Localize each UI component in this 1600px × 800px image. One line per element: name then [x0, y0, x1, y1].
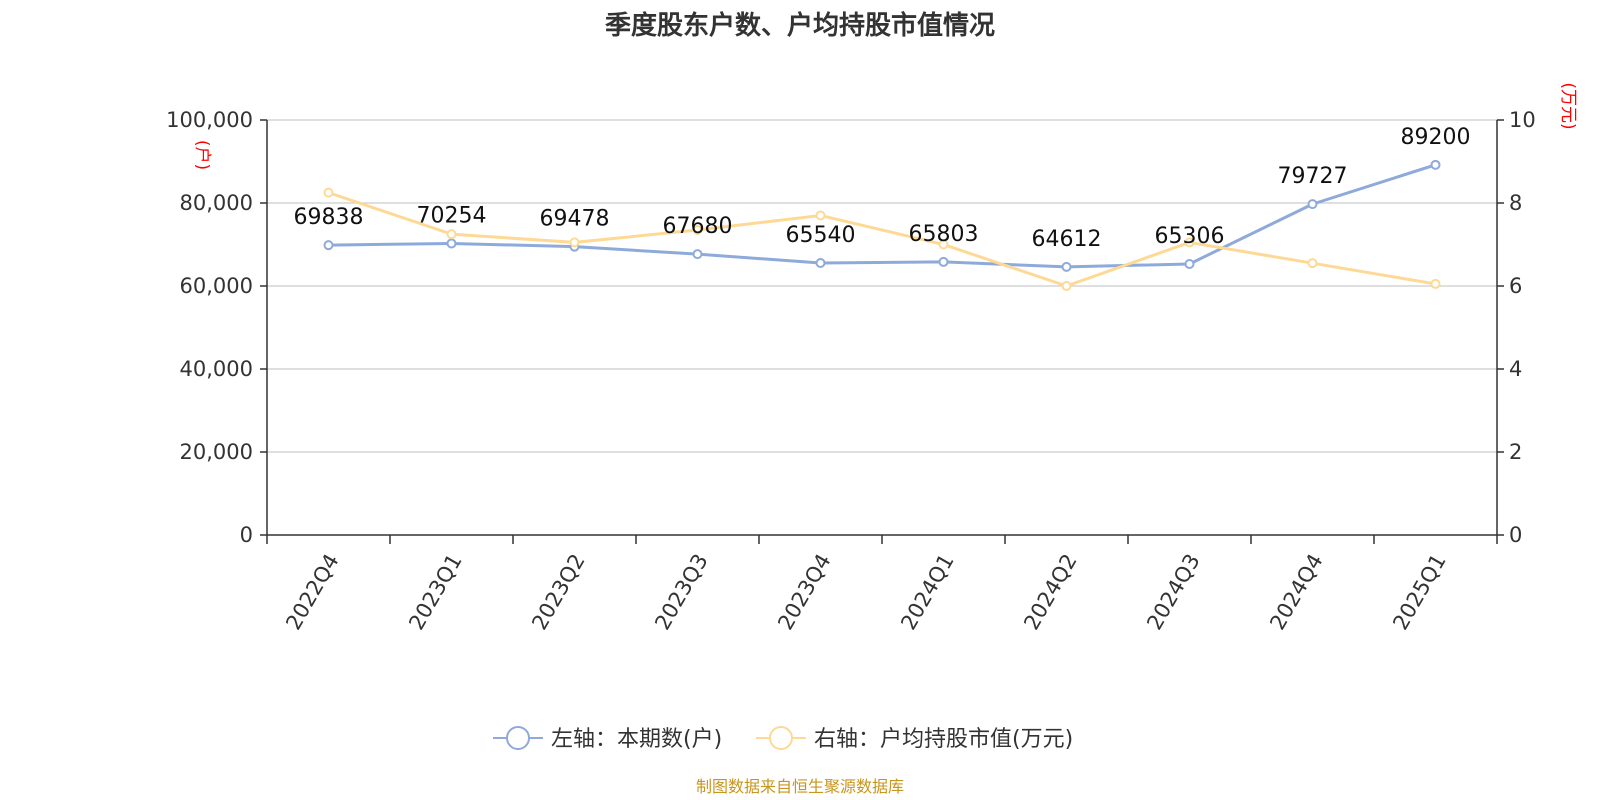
left-tick-label: 100,000 — [166, 108, 253, 132]
data-point[interactable] — [1430, 278, 1441, 289]
right-tick-label: 2 — [1509, 440, 1522, 464]
data-point[interactable] — [692, 249, 703, 260]
data-point[interactable] — [446, 229, 457, 240]
data-point[interactable] — [1061, 261, 1072, 272]
data-point[interactable] — [815, 258, 826, 269]
data-label: 70254 — [417, 203, 487, 228]
data-label: 69838 — [294, 205, 364, 230]
left-axis-unit: (户) — [192, 140, 212, 170]
legend-label-right-series: 右轴：户均持股市值(万元) — [814, 727, 1073, 752]
legend-circle-icon — [506, 726, 530, 750]
left-tick-label: 0 — [240, 523, 253, 547]
x-tick-label: 2023Q1 — [404, 550, 466, 634]
x-tick-label: 2024Q3 — [1142, 550, 1204, 634]
right-tick-label: 10 — [1509, 108, 1536, 132]
data-point[interactable] — [938, 239, 949, 250]
data-label: 69478 — [540, 207, 610, 232]
right-tick-label: 4 — [1509, 357, 1522, 381]
data-labels: 69838 70254 69478 67680 65540 65803 64612 65306… — [294, 125, 1471, 252]
data-point[interactable] — [1184, 237, 1195, 248]
right-axis-unit: (万元) — [1558, 82, 1578, 129]
series-line-0 — [327, 163, 1437, 269]
legend-label-left-series: 左轴：本期数(户) — [551, 727, 722, 752]
data-point[interactable] — [1184, 258, 1195, 269]
source-note: 制图数据来自恒生聚源数据库 — [696, 777, 904, 796]
x-tick-label: 2024Q4 — [1265, 550, 1327, 634]
data-label: 64612 — [1032, 227, 1102, 252]
data-label: 65540 — [786, 223, 856, 248]
left-tick-label: 20,000 — [180, 440, 253, 464]
legend[interactable]: 左轴：本期数(户) 右轴：户均持股市值(万元) — [493, 726, 1073, 752]
data-point[interactable] — [1430, 159, 1441, 170]
legend-circle-icon — [769, 726, 793, 750]
data-label: 67680 — [663, 214, 733, 239]
data-point[interactable] — [938, 256, 949, 267]
x-tick-label: 2023Q3 — [650, 550, 712, 634]
data-point[interactable] — [1307, 199, 1318, 210]
data-point[interactable] — [446, 238, 457, 249]
x-tick-label: 2023Q2 — [527, 550, 589, 634]
x-tick-label: 2022Q4 — [281, 550, 343, 634]
left-tick-label: 60,000 — [180, 274, 253, 298]
x-tick-label: 2024Q2 — [1019, 550, 1081, 634]
x-tick-label: 2025Q1 — [1388, 550, 1450, 634]
data-point[interactable] — [815, 210, 826, 221]
grid — [267, 119, 1497, 453]
x-tick-label: 2024Q1 — [896, 550, 958, 634]
series-line-1 — [327, 191, 1437, 288]
data-point[interactable] — [692, 224, 703, 235]
data-label: 65803 — [909, 222, 979, 247]
data-point[interactable] — [323, 240, 334, 251]
legend-item-left-series[interactable]: 左轴：本期数(户) — [493, 726, 722, 752]
data-point[interactable] — [323, 187, 334, 198]
data-label: 89200 — [1401, 125, 1471, 150]
left-tick-label: 40,000 — [180, 357, 253, 381]
left-tick-label: 80,000 — [180, 191, 253, 215]
chart-title: 季度股东户数、户均持股市值情况 — [605, 10, 995, 41]
data-point[interactable] — [1061, 281, 1072, 291]
right-tick-label: 6 — [1509, 274, 1522, 298]
data-point[interactable] — [569, 237, 580, 248]
right-tick-label: 8 — [1509, 191, 1522, 215]
legend-item-right-series[interactable]: 右轴：户均持股市值(万元) — [756, 726, 1073, 752]
series-lines — [323, 159, 1441, 291]
data-point[interactable] — [1307, 258, 1318, 269]
right-tick-label: 0 — [1509, 523, 1522, 547]
x-tick-label: 2023Q4 — [773, 550, 835, 634]
data-label: 79727 — [1278, 164, 1348, 189]
data-label: 65306 — [1155, 224, 1225, 249]
